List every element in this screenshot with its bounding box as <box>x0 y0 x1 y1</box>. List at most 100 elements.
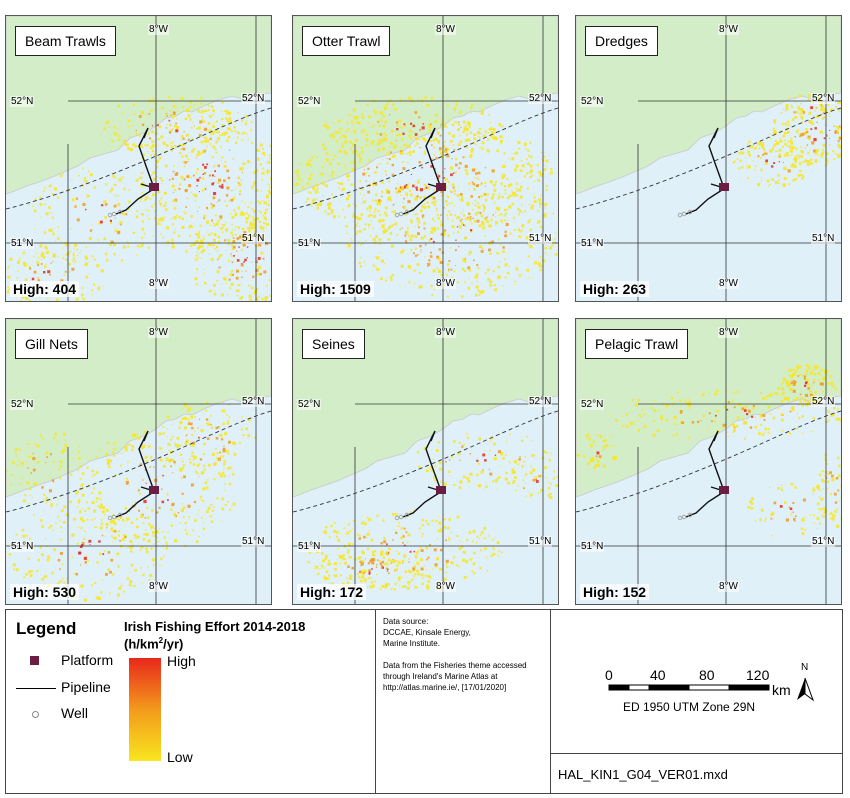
land-area <box>293 16 558 195</box>
data-source-box: Data source: DCCAE, Kinsale Energy, Mari… <box>376 610 551 793</box>
boundary-dashed-line <box>6 410 271 513</box>
well-marker <box>111 211 117 217</box>
scale-unit: km <box>772 682 791 698</box>
boundary-dashed-line <box>6 107 271 210</box>
graticule-label-lat-north: 52°N <box>297 96 322 107</box>
well-marker <box>111 514 117 520</box>
projection-label: ED 1950 UTM Zone 29N <box>623 700 756 714</box>
map-canvas <box>576 319 841 604</box>
graticule-label-lon: 8°W <box>718 24 739 35</box>
graticule-label-lon: 8°W <box>435 581 456 592</box>
boundary-dashed-line <box>293 410 558 513</box>
panel-high-value: High: 172 <box>297 584 367 600</box>
graticule-label-lat-south: 51°N <box>528 233 553 244</box>
platform-marker <box>436 486 446 494</box>
map-canvas <box>293 319 558 604</box>
effort-low-label: Low <box>167 749 193 765</box>
well-marker <box>404 512 410 518</box>
legend-pipeline-label: Pipeline <box>61 679 111 695</box>
graticule-label-lat-south: 51°N <box>297 541 322 552</box>
boundary-dashed-line <box>576 107 841 210</box>
land-area <box>293 319 558 498</box>
graticule-label-lat-south: 51°N <box>811 536 836 547</box>
well-marker <box>117 512 123 518</box>
platform-marker <box>719 486 729 494</box>
graticule-label-lon: 8°W <box>718 581 739 592</box>
scale-tick-0: 0 <box>605 667 613 683</box>
platform-marker <box>149 183 159 191</box>
panel-high-value: High: 263 <box>580 281 650 297</box>
effort-unit-prefix: (h/km <box>124 636 159 652</box>
graticule-label-lon: 8°W <box>148 327 169 338</box>
land-area <box>6 319 271 498</box>
panel-title: Otter Trawl <box>302 26 391 56</box>
well-marker <box>681 514 687 520</box>
map-panel-gill-nets: Gill Nets High: 530 8°W 8°W 52°N 52°N 51°N 51°N <box>5 318 272 605</box>
graticule-label-lat-south: 51°N <box>811 233 836 244</box>
legend-well-label: Well <box>61 705 88 721</box>
graticule-label-lon: 8°W <box>435 278 456 289</box>
effort-title: Irish Fishing Effort 2014-2018 <box>124 619 306 634</box>
map-panel-otter-trawl: Otter Trawl High: 1509 8°W 8°W 52°N 52°N 51°N 5… <box>292 15 559 302</box>
map-canvas <box>293 16 558 301</box>
legend-platform-label: Platform <box>61 652 114 668</box>
source-line-2: DCCAE, Kinsale Energy, <box>383 628 471 637</box>
map-canvas <box>6 16 271 301</box>
source-line-4: Data from the Fisheries theme accessed <box>383 661 527 670</box>
well-marker <box>117 209 123 215</box>
graticule-label-lat-north: 52°N <box>528 396 553 407</box>
well-marker <box>107 212 113 218</box>
graticule-label-lat-south: 51°N <box>580 238 605 249</box>
panel-title: Dredges <box>585 26 658 56</box>
platform-marker <box>436 183 446 191</box>
mxd-box: HAL_KIN1_G04_VER01.mxd <box>551 754 842 793</box>
mxd-filename: HAL_KIN1_G04_VER01.mxd <box>558 767 728 782</box>
platform-marker <box>149 486 159 494</box>
effort-unit: (h/km2/yr) <box>124 636 183 651</box>
graticule-label-lat-north: 52°N <box>580 399 605 410</box>
boundary-dashed-line <box>293 107 558 210</box>
source-line-6: http://atlas.marine.ie/, [17/01/2020] <box>383 683 507 692</box>
well-marker <box>687 209 693 215</box>
fishing-effort-layer <box>576 364 841 537</box>
effort-color-ramp <box>129 658 161 761</box>
fishing-effort-layer <box>294 96 558 298</box>
map-panel-pelagic-trawl: Pelagic Trawl High: 152 8°W 8°W 52°N 52°N 51°N… <box>575 318 842 605</box>
fishing-effort-layer <box>307 432 558 591</box>
graticule-label-lat-north: 52°N <box>10 96 35 107</box>
map-canvas <box>576 16 841 301</box>
graticule-label-lon: 8°W <box>435 327 456 338</box>
panel-high-value: High: 404 <box>10 281 80 297</box>
graticule-label-lat-north: 52°N <box>811 93 836 104</box>
graticule-label-lat-north: 52°N <box>811 396 836 407</box>
graticule-label-lat-south: 51°N <box>10 541 35 552</box>
map-canvas <box>6 319 271 604</box>
panel-title: Pelagic Trawl <box>585 329 689 359</box>
effort-unit-sup: 2 <box>158 636 164 645</box>
map-panel-dredges: Dredges High: 263 8°W 8°W 52°N 52°N 51°N 51°N <box>575 15 842 302</box>
scale-tick-120: 120 <box>746 667 770 683</box>
panel-high-value: High: 1509 <box>297 281 374 297</box>
graticule-label-lon: 8°W <box>718 278 739 289</box>
land-area <box>6 16 271 195</box>
effort-unit-suffix: /yr) <box>163 636 184 652</box>
north-arrow-label: N <box>801 662 809 673</box>
platform-marker <box>719 183 729 191</box>
fishing-effort-layer <box>732 94 841 188</box>
graticule-label-lat-south: 51°N <box>297 238 322 249</box>
well-marker <box>107 515 113 521</box>
well-marker <box>677 515 683 521</box>
well-marker <box>398 211 404 217</box>
source-line-1: Data source: <box>383 617 429 626</box>
north-arrow-icon <box>797 677 815 702</box>
graticule-label-lat-north: 52°N <box>580 96 605 107</box>
scale-tick-40: 40 <box>650 667 666 683</box>
graticule-label-lat-north: 52°N <box>10 399 35 410</box>
panel-high-value: High: 530 <box>10 584 80 600</box>
panel-title: Beam Trawls <box>15 26 116 56</box>
panel-title: Gill Nets <box>15 329 88 359</box>
source-line-3: Marine Institute. <box>383 639 440 648</box>
graticule-label-lon: 8°W <box>148 278 169 289</box>
boundary-dashed-line <box>576 410 841 513</box>
well-marker <box>687 512 693 518</box>
